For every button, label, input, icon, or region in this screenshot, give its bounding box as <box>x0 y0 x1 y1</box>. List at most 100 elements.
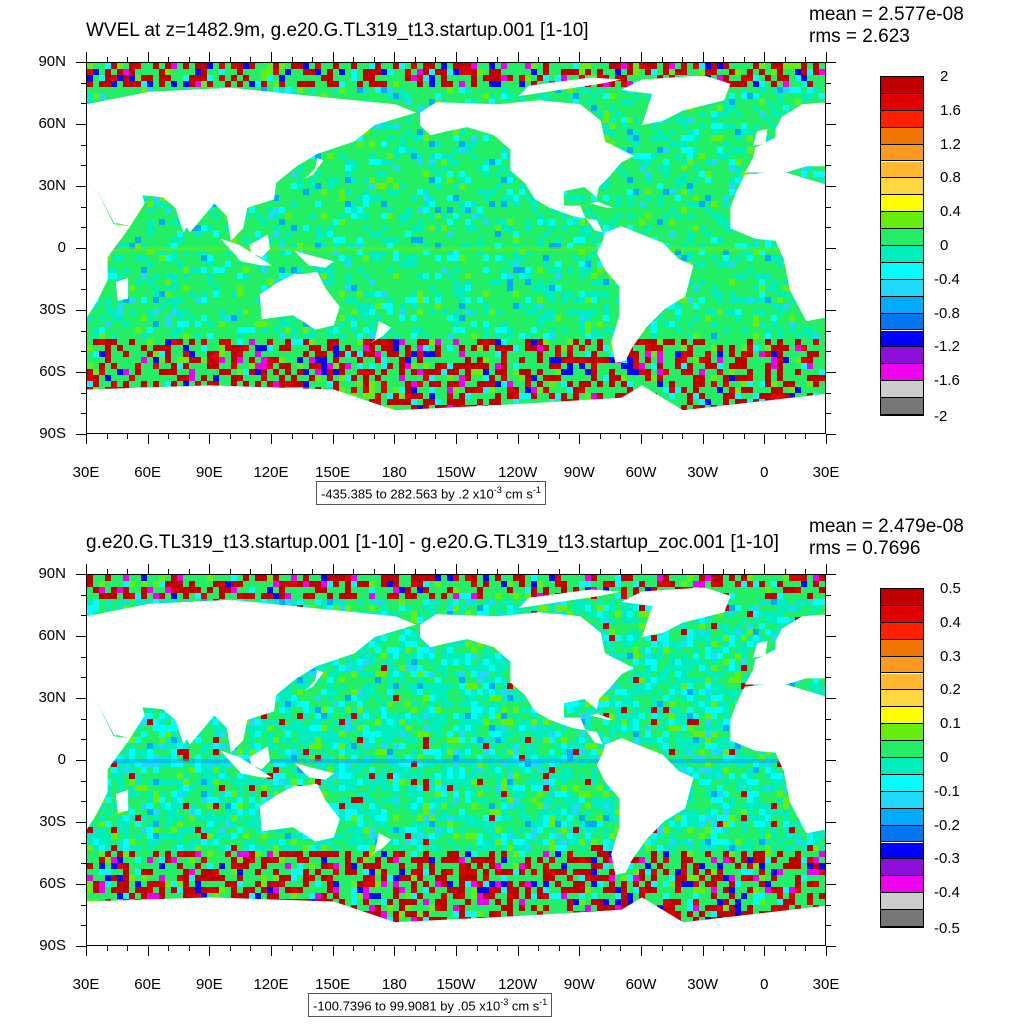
lat-tick <box>826 124 836 125</box>
lon-minor-tick <box>784 57 786 62</box>
lon-minor-tick <box>168 434 170 439</box>
lat-minor-tick <box>826 863 831 865</box>
lon-tick <box>826 564 827 574</box>
lon-tick <box>332 564 334 574</box>
lat-minor-tick <box>81 677 86 679</box>
lat-minor-tick <box>81 801 86 803</box>
range-exponent: -3 <box>493 485 502 495</box>
lon-label: 30W <box>687 976 719 993</box>
lon-tick <box>579 564 581 574</box>
lon-tick <box>456 52 457 62</box>
mean-value: mean = 2.577e-08 <box>809 4 964 25</box>
lon-minor-tick <box>476 434 478 439</box>
lon-tick <box>517 52 519 62</box>
lat-minor-tick <box>81 330 86 332</box>
lon-label: 150E <box>315 464 351 481</box>
lon-label: 90E <box>195 976 223 993</box>
lon-minor-tick <box>250 434 252 439</box>
lat-tick <box>76 636 86 637</box>
colorbar-cell <box>881 808 923 826</box>
lon-minor-tick <box>106 946 108 951</box>
lon-label: 30E <box>72 464 100 481</box>
lat-minor-tick <box>826 165 831 167</box>
lon-tick <box>86 564 87 574</box>
lon-tick <box>394 434 396 444</box>
lon-minor-tick <box>229 57 231 62</box>
colorbar-label: 0.4 <box>940 613 961 631</box>
colorbar-cell <box>881 313 923 331</box>
colorbar-cell <box>881 589 923 606</box>
colorbar-cell <box>881 144 923 162</box>
lat-minor-tick <box>826 351 831 353</box>
lat-minor-tick <box>826 206 831 208</box>
lon-minor-tick <box>661 946 663 951</box>
lon-minor-tick <box>414 57 416 62</box>
colorbar-cell <box>881 93 923 111</box>
lon-minor-tick <box>497 569 499 574</box>
lat-minor-tick <box>81 718 86 720</box>
lat-tick <box>826 248 836 249</box>
lon-tick <box>579 434 581 444</box>
lon-tick <box>332 52 334 62</box>
colorbar-label: 0.8 <box>940 169 961 187</box>
lon-minor-tick <box>682 434 684 439</box>
colorbar-cell <box>881 262 923 280</box>
lat-tick <box>826 372 836 373</box>
colorbar-cell <box>881 77 923 94</box>
lat-minor-tick <box>81 656 86 658</box>
lat-label: 30S <box>39 813 66 830</box>
world-map <box>87 63 825 433</box>
colorbar-cell <box>881 364 923 382</box>
lon-tick <box>456 434 457 444</box>
lon-minor-tick <box>373 946 375 951</box>
lon-minor-tick <box>353 57 355 62</box>
lon-minor-tick <box>291 946 293 951</box>
lat-tick <box>826 310 836 311</box>
lat-minor-tick <box>826 289 831 291</box>
lat-minor-tick <box>81 82 86 84</box>
lon-minor-tick <box>291 569 293 574</box>
lon-label: 60W <box>625 976 657 993</box>
lon-minor-tick <box>106 57 108 62</box>
lat-minor-tick <box>826 925 831 927</box>
lon-label: 180 <box>381 976 407 993</box>
lat-tick <box>76 372 86 373</box>
lon-minor-tick <box>538 946 540 951</box>
lat-minor-tick <box>826 227 831 229</box>
lat-minor-tick <box>81 268 86 270</box>
lon-tick <box>86 946 87 956</box>
colorbar-cell <box>881 279 923 297</box>
lon-minor-tick <box>784 569 786 574</box>
lon-minor-tick <box>599 57 601 62</box>
colorbar-label: -0.8 <box>934 304 960 322</box>
lon-tick <box>641 434 642 444</box>
lon-minor-tick <box>599 434 601 439</box>
lon-minor-tick <box>229 569 231 574</box>
map-panel-bottom: g.e20.G.TL319_t13.startup.001 [1-10] - g… <box>0 512 1024 1024</box>
lon-minor-tick <box>106 434 108 439</box>
lat-minor-tick <box>81 227 86 229</box>
lat-label: 90N <box>38 565 66 582</box>
lon-tick <box>209 434 211 444</box>
lon-minor-tick <box>497 57 499 62</box>
colorbar-cell <box>881 673 923 691</box>
lon-label: 30W <box>687 464 719 481</box>
lon-label: 150W <box>436 976 476 993</box>
colorbar-cell <box>881 774 923 792</box>
lon-tick <box>826 52 827 62</box>
lon-tick <box>517 434 519 444</box>
lat-minor-tick <box>826 594 831 596</box>
lat-tick <box>76 186 86 187</box>
lon-minor-tick <box>805 57 807 62</box>
lon-minor-tick <box>805 946 807 951</box>
lon-minor-tick <box>168 569 170 574</box>
range-unit: cm s <box>508 998 540 1014</box>
colorbar-cell <box>881 707 923 725</box>
lon-tick <box>271 564 272 574</box>
map-plot-area <box>86 62 826 434</box>
lon-minor-tick <box>229 434 231 439</box>
range-text: -100.7396 to 99.9081 by .05 x10 <box>313 998 501 1014</box>
lon-minor-tick <box>250 57 252 62</box>
lon-minor-tick <box>723 57 725 62</box>
lat-label: 90N <box>38 53 66 70</box>
